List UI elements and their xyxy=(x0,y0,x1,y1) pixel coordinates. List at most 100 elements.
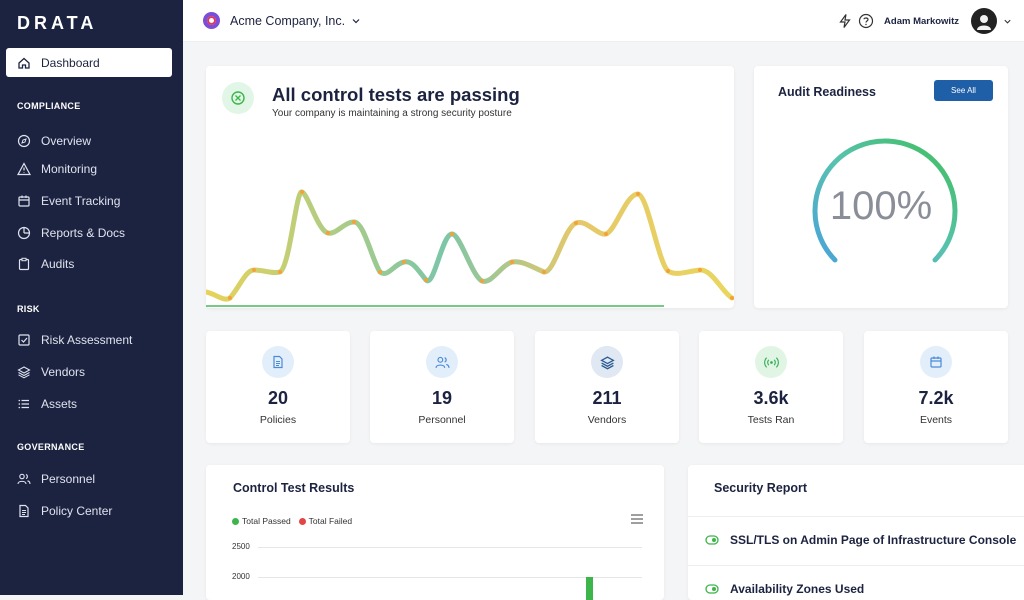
gridline xyxy=(258,547,642,548)
help-icon[interactable] xyxy=(858,13,874,29)
status-icon-wrap xyxy=(222,82,254,114)
status-subtitle: Your company is maintaining a strong sec… xyxy=(272,108,512,119)
status-title: All control tests are passing xyxy=(272,84,520,105)
stat-label: Policies xyxy=(259,414,297,426)
layers-icon xyxy=(599,355,615,369)
home-icon xyxy=(18,57,30,69)
company-switcher[interactable]: Acme Company, Inc. xyxy=(203,12,361,29)
chart-bar-passed[interactable] xyxy=(586,577,593,600)
legend-failed[interactable]: Total Failed xyxy=(308,516,353,526)
menu-icon[interactable] xyxy=(630,513,644,525)
sidebar-item-label: Overview xyxy=(41,134,92,148)
document-icon xyxy=(19,504,29,518)
y-tick: 2000 xyxy=(232,572,250,581)
list-icon xyxy=(18,399,29,409)
stat-icon-wrap xyxy=(426,346,458,378)
audit-percent: 100% xyxy=(829,184,933,228)
sidebar-item-risk-assessment[interactable]: Risk Assessment xyxy=(17,331,132,349)
sidebar-item-dashboard[interactable]: Dashboard xyxy=(6,48,172,77)
security-report-card: Security Report SSL/TLS on Admin Page of… xyxy=(688,465,1024,600)
sidebar-item-assets[interactable]: Assets xyxy=(17,395,77,413)
company-name: Acme Company, Inc. xyxy=(230,13,346,28)
stat-value: 211 xyxy=(592,388,622,408)
check-circle-icon xyxy=(231,91,245,105)
sidebar-item-label: Vendors xyxy=(41,365,86,379)
sidebar-item-label: Personnel xyxy=(41,472,96,486)
chevron-down-icon[interactable] xyxy=(1003,17,1012,26)
warning-icon xyxy=(17,162,31,176)
report-item[interactable]: Availability Zones Used xyxy=(705,582,864,596)
sidebar-item-label: Risk Assessment xyxy=(41,333,133,347)
control-test-results-card: Control Test Results Total Passed Total … xyxy=(206,465,664,600)
sidebar-item-label: Audits xyxy=(41,257,75,271)
calendar-icon xyxy=(930,356,942,368)
stat-policies[interactable]: 20 Policies xyxy=(206,331,350,443)
compass-icon xyxy=(17,134,31,148)
company-logo-icon xyxy=(203,12,220,29)
card-title: Security Report xyxy=(714,481,808,495)
stat-events[interactable]: 7.2k Events xyxy=(864,331,1008,443)
stat-tests-ran[interactable]: 3.6k Tests Ran xyxy=(699,331,843,443)
audit-title: Audit Readiness xyxy=(778,85,876,99)
sidebar-item-reports-docs[interactable]: Reports & Docs xyxy=(17,224,125,242)
sidebar-item-policy-center[interactable]: Policy Center xyxy=(17,502,112,520)
section-governance: GOVERNANCE xyxy=(17,442,85,452)
sidebar-item-vendors[interactable]: Vendors xyxy=(17,363,85,381)
sidebar-item-label: Event Tracking xyxy=(41,194,121,208)
report-item-label: Availability Zones Used xyxy=(730,582,865,596)
legend-dot-failed xyxy=(298,517,306,525)
users-icon xyxy=(434,356,450,368)
gridline xyxy=(258,577,642,578)
sidebar-item-label: Policy Center xyxy=(41,504,113,518)
layers-icon xyxy=(17,366,31,379)
users-icon xyxy=(17,473,31,485)
section-compliance: COMPLIANCE xyxy=(17,101,81,111)
sidebar: DRATA Dashboard COMPLIANCE Overview Moni… xyxy=(0,0,183,595)
stat-label: Vendors xyxy=(587,414,627,426)
stat-value: 19 xyxy=(431,388,453,408)
lightning-icon[interactable] xyxy=(837,13,853,29)
stat-personnel[interactable]: 19 Personnel xyxy=(370,331,514,443)
stat-label: Personnel xyxy=(418,414,466,426)
stat-value: 20 xyxy=(267,388,289,408)
calendar-icon xyxy=(18,195,30,207)
user-name[interactable]: Adam Markowitz xyxy=(884,15,959,27)
stat-vendors[interactable]: 211 Vendors xyxy=(535,331,679,443)
stat-value: 3.6k xyxy=(753,388,789,408)
stat-value: 7.2k xyxy=(918,388,954,408)
document-icon xyxy=(273,355,283,369)
chart-legend: Total Passed Total Failed xyxy=(232,516,352,526)
signal-icon xyxy=(763,356,779,368)
clipboard-icon xyxy=(18,257,30,271)
readiness-gauge xyxy=(812,138,958,263)
sidebar-item-personnel[interactable]: Personnel xyxy=(17,470,95,488)
see-all-button[interactable]: See All xyxy=(934,80,993,101)
sidebar-item-audits[interactable]: Audits xyxy=(17,255,74,273)
drata-logo[interactable]: DRATA xyxy=(17,13,98,33)
status-card: All control tests are passing Your compa… xyxy=(206,66,734,308)
sidebar-item-monitoring[interactable]: Monitoring xyxy=(17,160,97,178)
legend-dot-passed xyxy=(232,517,239,525)
sidebar-item-label: Dashboard xyxy=(41,55,100,70)
legend-passed[interactable]: Total Passed xyxy=(242,516,291,526)
user-area: Adam Markowitz xyxy=(837,8,1012,34)
report-item[interactable]: SSL/TLS on Admin Page of Infrastructure … xyxy=(705,533,1016,547)
trend-line-graphic xyxy=(206,189,734,307)
stat-icon-wrap xyxy=(591,346,623,378)
stat-icon-wrap xyxy=(920,346,952,378)
chevron-down-icon xyxy=(352,18,360,23)
y-tick: 2500 xyxy=(232,542,250,551)
stat-icon-wrap xyxy=(262,346,294,378)
topbar: Acme Company, Inc. Adam Markowitz xyxy=(183,0,1024,42)
sidebar-item-label: Assets xyxy=(41,397,78,411)
toggle-on-icon xyxy=(705,535,719,545)
sidebar-item-overview[interactable]: Overview xyxy=(17,132,91,150)
pie-icon xyxy=(17,226,31,240)
avatar[interactable] xyxy=(971,8,997,34)
card-title: Control Test Results xyxy=(233,481,355,495)
sidebar-item-event-tracking[interactable]: Event Tracking xyxy=(17,192,120,210)
sidebar-item-label: Monitoring xyxy=(41,162,98,176)
divider xyxy=(688,565,1024,566)
stat-label: Events xyxy=(919,414,953,426)
checkbox-icon xyxy=(18,334,30,346)
